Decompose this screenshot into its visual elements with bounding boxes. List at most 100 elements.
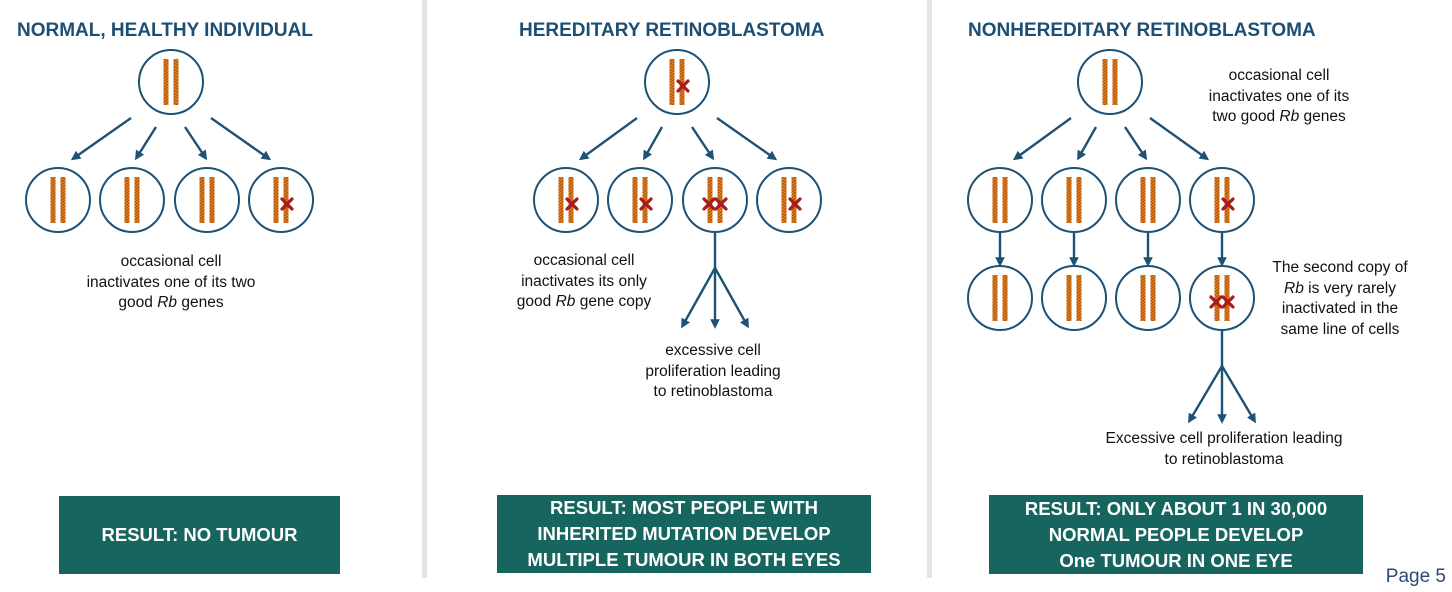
chromosome	[707, 177, 713, 223]
chromosome	[632, 177, 638, 223]
mutation-x-icon	[702, 197, 716, 211]
arrow	[1188, 365, 1224, 424]
cell	[644, 49, 710, 115]
arrow	[681, 267, 717, 329]
chromosome	[124, 177, 130, 223]
gene-name: Rb	[1284, 279, 1304, 297]
mutation-x-icon	[639, 197, 653, 211]
arrow	[70, 117, 132, 161]
cell	[1189, 265, 1255, 331]
cell-membrane	[1115, 167, 1181, 233]
arrow	[1124, 126, 1148, 161]
result-box-nonhereditary: RESULT: ONLY ABOUT 1 IN 30,000 NORMAL PEO…	[989, 495, 1363, 574]
cell	[756, 167, 822, 233]
cell	[1115, 265, 1181, 331]
mutation-x-icon	[788, 197, 802, 211]
result-line: RESULT: NO TUMOUR	[101, 524, 298, 545]
chromosome	[558, 177, 564, 223]
caption-line: inactivates one of its two	[86, 273, 256, 291]
chromosome	[273, 177, 279, 223]
chromosome	[669, 59, 675, 105]
result-box-normal: RESULT: NO TUMOUR	[59, 496, 340, 574]
cell	[138, 49, 204, 115]
arrow	[1077, 126, 1098, 161]
panel-title-normal: NORMAL, HEALTHY INDIVIDUAL	[17, 20, 313, 41]
cell-membrane	[1077, 49, 1143, 115]
caption-line: to retinoblastoma	[1164, 450, 1284, 468]
cell	[1189, 167, 1255, 233]
mutation-x-icon	[565, 197, 579, 211]
gene-name: Rb	[1279, 108, 1300, 125]
cell	[967, 265, 1033, 331]
chromosome	[173, 59, 179, 105]
cell	[25, 167, 91, 233]
chromosome	[992, 177, 998, 223]
chromosome	[1066, 177, 1072, 223]
cell	[1041, 167, 1107, 233]
arrow	[691, 126, 715, 161]
gene-name: Rb	[555, 293, 576, 310]
cell-membrane	[967, 167, 1033, 233]
chromosome	[209, 177, 215, 223]
cell	[533, 167, 599, 233]
result-line: RESULT: MOST PEOPLE WITH	[550, 497, 818, 518]
chromosome	[1140, 177, 1146, 223]
arrow	[134, 126, 158, 161]
result-box-hereditary: RESULT: MOST PEOPLE WITH INHERITED MUTATI…	[497, 495, 871, 573]
caption-nonhereditary-second-copy: The second copy of Rb is very rarely inact…	[1240, 258, 1440, 340]
chromosome	[1140, 275, 1146, 321]
mutation-x-icon	[280, 197, 294, 211]
chromosome	[1214, 177, 1220, 223]
caption-line: occasional cell	[1228, 67, 1330, 84]
chromosome	[781, 177, 787, 223]
result-line: One TUMOUR IN ONE EYE	[1059, 549, 1293, 571]
page-number: Page 5	[1385, 566, 1446, 587]
chromosome	[199, 177, 205, 223]
caption-line: occasional cell	[120, 253, 222, 270]
chromosome	[642, 177, 648, 223]
caption-line: inactivated in the	[1281, 300, 1399, 317]
panel-title-nonhereditary: NONHEREDITARY RETINOBLASTOMA	[968, 20, 1316, 41]
caption-line: good Rb gene copy	[516, 293, 652, 310]
chromosome	[1150, 275, 1156, 321]
caption-normal-occasional-cell: occasional cell inactivates one of its tw…	[40, 252, 302, 314]
chromosome	[1076, 177, 1082, 223]
chromosome	[791, 177, 797, 223]
panel-divider-left	[422, 0, 427, 578]
caption-line: good Rb genes	[118, 294, 224, 311]
cell	[1077, 49, 1143, 115]
result-line: RESULT: ONLY ABOUT 1 IN 30,000	[1024, 497, 1328, 519]
arrow	[210, 117, 272, 161]
chromosome	[134, 177, 140, 223]
gene-name: Rb	[157, 294, 178, 311]
chromosome	[1112, 59, 1118, 105]
chromosome	[1224, 177, 1230, 223]
mutation-x-icon	[1221, 295, 1235, 309]
chromosome	[163, 59, 169, 105]
chromosome	[1150, 177, 1156, 223]
arrow	[713, 267, 749, 329]
mutation-x-icon	[1221, 197, 1235, 211]
arrow	[1220, 365, 1256, 424]
caption-line: proliferation leading	[645, 362, 781, 380]
arrow	[716, 117, 778, 161]
cell-membrane	[1115, 265, 1181, 331]
chromosome	[50, 177, 56, 223]
caption-line: same line of cells	[1280, 320, 1400, 338]
chromosome	[992, 275, 998, 321]
chromosome	[1214, 275, 1220, 321]
caption-line: inactivates one of its	[1208, 87, 1350, 105]
result-line: MULTIPLE TUMOUR IN BOTH EYES	[527, 549, 841, 570]
cell	[174, 167, 240, 233]
caption-hereditary-occasional-cell: occasional cell inactivates its only good …	[494, 251, 674, 313]
caption-line: inactivates its only	[521, 272, 647, 290]
cell	[99, 167, 165, 233]
mutation-x-icon	[1209, 295, 1223, 309]
cell-membrane	[1041, 265, 1107, 331]
caption-line: Rb is very rarely	[1284, 279, 1396, 297]
chromosome	[283, 177, 289, 223]
chromosome	[60, 177, 66, 223]
arrow	[643, 126, 664, 161]
panel-title-hereditary: HEREDITARY RETINOBLASTOMA	[519, 20, 825, 41]
